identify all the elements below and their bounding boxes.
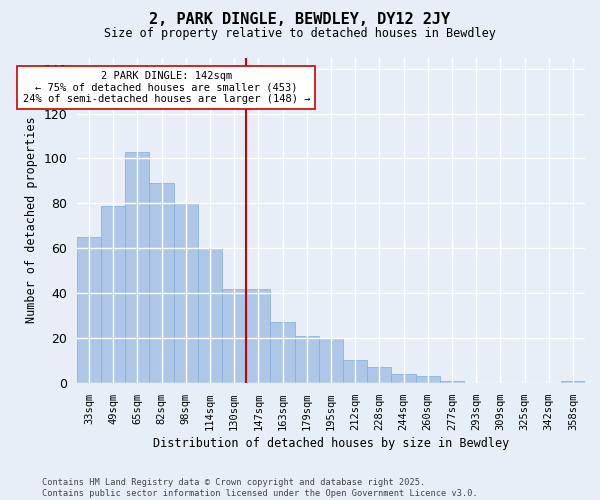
Bar: [222, 288, 246, 383]
Bar: [295, 336, 319, 383]
Bar: [77, 237, 101, 383]
X-axis label: Distribution of detached houses by size in Bewdley: Distribution of detached houses by size …: [153, 437, 509, 450]
Bar: [125, 152, 149, 383]
Bar: [561, 380, 585, 383]
Bar: [343, 360, 367, 383]
Bar: [246, 288, 271, 383]
Text: 2 PARK DINGLE: 142sqm
← 75% of detached houses are smaller (453)
24% of semi-det: 2 PARK DINGLE: 142sqm ← 75% of detached …: [23, 71, 310, 104]
Bar: [367, 367, 391, 383]
Bar: [391, 374, 416, 383]
Bar: [440, 380, 464, 383]
Bar: [271, 322, 295, 383]
Bar: [149, 183, 173, 383]
Text: 2, PARK DINGLE, BEWDLEY, DY12 2JY: 2, PARK DINGLE, BEWDLEY, DY12 2JY: [149, 12, 451, 28]
Bar: [173, 204, 198, 383]
Bar: [319, 338, 343, 383]
Text: Size of property relative to detached houses in Bewdley: Size of property relative to detached ho…: [104, 28, 496, 40]
Text: Contains HM Land Registry data © Crown copyright and database right 2025.
Contai: Contains HM Land Registry data © Crown c…: [42, 478, 478, 498]
Bar: [198, 248, 222, 383]
Y-axis label: Number of detached properties: Number of detached properties: [25, 117, 38, 324]
Bar: [101, 206, 125, 383]
Bar: [416, 376, 440, 383]
